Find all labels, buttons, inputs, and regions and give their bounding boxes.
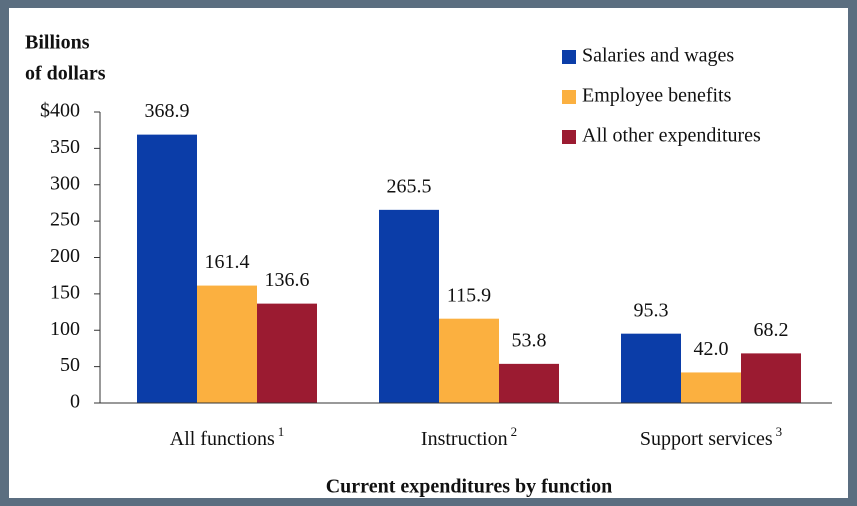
y-axis-title: Billions bbox=[25, 32, 90, 54]
legend-swatch bbox=[562, 130, 576, 144]
footnote-marker: 3 bbox=[776, 424, 783, 439]
y-tick-label: 250 bbox=[50, 209, 80, 231]
data-label: 115.9 bbox=[447, 284, 491, 306]
data-label: 368.9 bbox=[145, 100, 190, 122]
y-tick-label: 200 bbox=[50, 245, 80, 267]
bar bbox=[681, 372, 741, 403]
y-tick-label: 100 bbox=[50, 318, 80, 340]
footnote-marker: 1 bbox=[278, 424, 285, 439]
bar bbox=[439, 318, 499, 403]
data-label: 265.5 bbox=[387, 175, 432, 197]
category-name: Instruction bbox=[421, 428, 508, 450]
data-label: 42.0 bbox=[694, 338, 729, 360]
data-label: 95.3 bbox=[634, 299, 669, 321]
data-label: 68.2 bbox=[754, 319, 789, 341]
y-tick-label: 300 bbox=[50, 172, 80, 194]
legend-label: All other expenditures bbox=[582, 125, 761, 147]
data-label: 161.4 bbox=[205, 251, 250, 273]
legend-swatch bbox=[562, 50, 576, 64]
legend-label: Employee benefits bbox=[582, 85, 732, 107]
bar bbox=[137, 134, 197, 403]
category-name: Support services bbox=[640, 428, 773, 450]
legend-label: Salaries and wages bbox=[582, 45, 734, 67]
data-label: 53.8 bbox=[512, 329, 547, 351]
bar bbox=[379, 209, 439, 403]
data-label: 136.6 bbox=[265, 269, 310, 291]
y-tick-label: 50 bbox=[60, 354, 80, 376]
category-name: All functions bbox=[170, 428, 275, 450]
y-axis-title: of dollars bbox=[25, 63, 106, 85]
bar bbox=[499, 363, 559, 403]
legend-swatch bbox=[562, 90, 576, 104]
x-tick-label: Support services 3 bbox=[640, 424, 782, 450]
bar bbox=[621, 333, 681, 403]
y-tick-label: 350 bbox=[50, 136, 80, 158]
bar bbox=[257, 303, 317, 403]
y-tick-label: 150 bbox=[50, 281, 80, 303]
x-tick-label: All functions 1 bbox=[170, 424, 285, 450]
bar bbox=[197, 285, 257, 403]
bar bbox=[741, 353, 801, 403]
y-tick-label: $400 bbox=[40, 100, 80, 122]
x-tick-label: Instruction 2 bbox=[421, 424, 517, 450]
y-tick-label: 0 bbox=[70, 391, 80, 413]
footnote-marker: 2 bbox=[511, 424, 518, 439]
x-axis-title: Current expenditures by function bbox=[326, 476, 613, 498]
